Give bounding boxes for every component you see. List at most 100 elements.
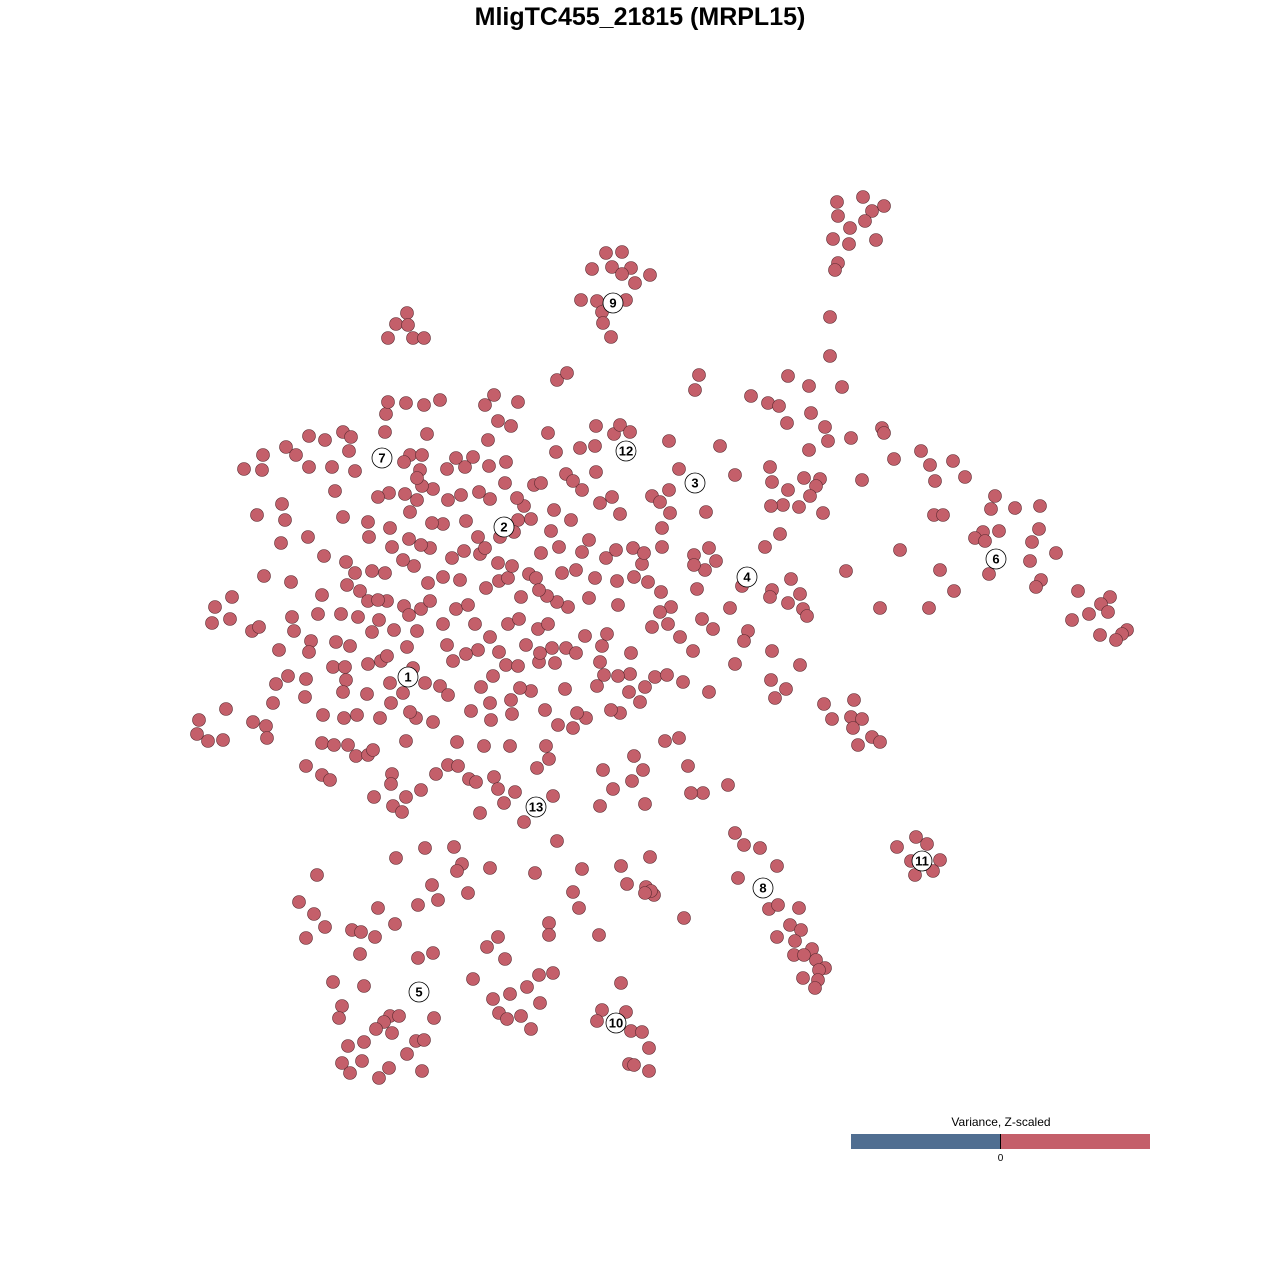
legend-low-segment bbox=[851, 1134, 1001, 1149]
data-point bbox=[368, 930, 382, 944]
data-point bbox=[505, 707, 519, 721]
data-point bbox=[482, 459, 496, 473]
data-point bbox=[551, 718, 565, 732]
data-point bbox=[681, 759, 695, 773]
data-point bbox=[765, 644, 779, 658]
data-point bbox=[292, 895, 306, 909]
data-point bbox=[201, 734, 215, 748]
data-point bbox=[272, 643, 286, 657]
data-point bbox=[780, 416, 794, 430]
data-point bbox=[816, 506, 830, 520]
data-point bbox=[400, 640, 414, 654]
data-point bbox=[414, 602, 428, 616]
data-point bbox=[599, 551, 613, 565]
data-point bbox=[684, 786, 698, 800]
data-point bbox=[256, 448, 270, 462]
data-point bbox=[655, 521, 669, 535]
data-point bbox=[383, 676, 397, 690]
data-point bbox=[606, 782, 620, 796]
data-point bbox=[260, 731, 274, 745]
data-point bbox=[483, 630, 497, 644]
data-point bbox=[385, 1026, 399, 1040]
data-point bbox=[770, 859, 784, 873]
data-point bbox=[633, 695, 647, 709]
data-point bbox=[302, 460, 316, 474]
data-point bbox=[366, 743, 380, 757]
cluster-label-10: 10 bbox=[605, 1012, 627, 1034]
data-point bbox=[371, 593, 385, 607]
data-point bbox=[459, 647, 473, 661]
data-point bbox=[454, 488, 468, 502]
data-point bbox=[365, 625, 379, 639]
data-point bbox=[362, 530, 376, 544]
data-point bbox=[310, 868, 324, 882]
data-point bbox=[826, 232, 840, 246]
data-point bbox=[542, 928, 556, 942]
data-point bbox=[315, 588, 329, 602]
data-point bbox=[440, 462, 454, 476]
data-point bbox=[702, 541, 716, 555]
data-point bbox=[355, 1054, 369, 1068]
data-point bbox=[615, 245, 629, 259]
data-point bbox=[628, 276, 642, 290]
data-point bbox=[473, 806, 487, 820]
data-point bbox=[547, 503, 561, 517]
data-point bbox=[367, 790, 381, 804]
data-point bbox=[299, 672, 313, 686]
data-point bbox=[457, 544, 471, 558]
data-point bbox=[692, 368, 706, 382]
data-point bbox=[389, 317, 403, 331]
data-point bbox=[269, 677, 283, 691]
data-point bbox=[317, 549, 331, 563]
data-point bbox=[574, 293, 588, 307]
data-point bbox=[487, 770, 501, 784]
data-point bbox=[589, 465, 603, 479]
data-point bbox=[398, 487, 412, 501]
data-point bbox=[984, 502, 998, 516]
data-point bbox=[417, 398, 431, 412]
data-point bbox=[610, 574, 624, 588]
data-point bbox=[737, 838, 751, 852]
data-point bbox=[593, 496, 607, 510]
data-point bbox=[446, 654, 460, 668]
data-point bbox=[914, 444, 928, 458]
data-point bbox=[498, 476, 512, 490]
data-point bbox=[474, 680, 488, 694]
data-point bbox=[566, 721, 580, 735]
data-point bbox=[661, 617, 675, 631]
data-point bbox=[877, 426, 891, 440]
data-point bbox=[328, 484, 342, 498]
data-point bbox=[354, 925, 368, 939]
data-point bbox=[541, 617, 555, 631]
data-point bbox=[642, 1041, 656, 1055]
data-point bbox=[933, 563, 947, 577]
data-point bbox=[414, 783, 428, 797]
data-point bbox=[498, 952, 512, 966]
data-point bbox=[936, 508, 950, 522]
data-point bbox=[348, 566, 362, 580]
data-point bbox=[318, 433, 332, 447]
data-point bbox=[569, 563, 583, 577]
data-point bbox=[818, 420, 832, 434]
data-point bbox=[793, 587, 807, 601]
cluster-label-badge bbox=[605, 1012, 627, 1034]
data-point bbox=[299, 931, 313, 945]
data-point bbox=[341, 738, 355, 752]
data-point bbox=[596, 316, 610, 330]
data-point bbox=[387, 623, 401, 637]
data-point bbox=[623, 425, 637, 439]
data-point bbox=[564, 513, 578, 527]
cluster-label-badge bbox=[525, 796, 547, 818]
data-point bbox=[478, 398, 492, 412]
data-point bbox=[365, 564, 379, 578]
data-point bbox=[483, 492, 497, 506]
data-point bbox=[479, 581, 493, 595]
data-point bbox=[575, 545, 589, 559]
data-point bbox=[589, 419, 603, 433]
cluster-label-badge bbox=[684, 472, 706, 494]
data-point bbox=[414, 538, 428, 552]
data-point bbox=[528, 866, 542, 880]
data-point bbox=[947, 584, 961, 598]
data-point bbox=[357, 1035, 371, 1049]
